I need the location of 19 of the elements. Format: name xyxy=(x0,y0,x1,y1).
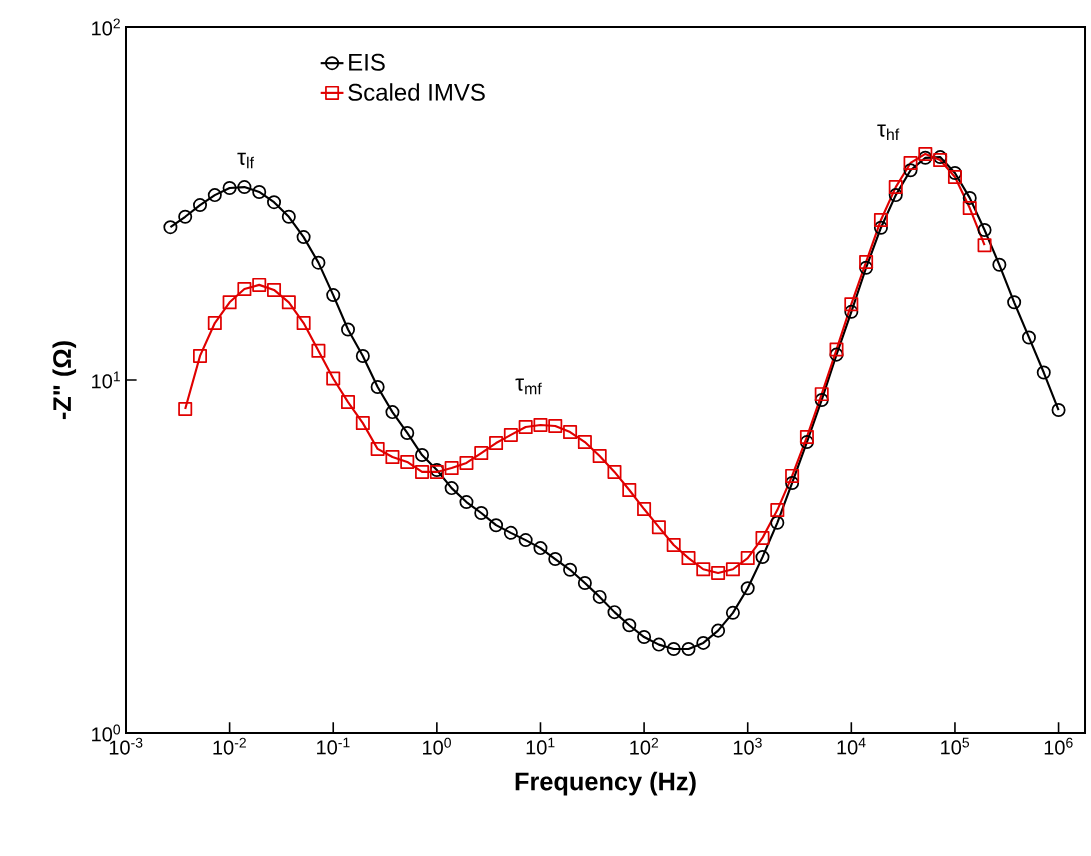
annotation: τ$_{mf}$ xyxy=(515,378,542,395)
annotation: τ$_{hf}$ xyxy=(877,124,900,140)
x-tick-label: 10$^{5}$ xyxy=(941,737,970,755)
legend-label: EIS xyxy=(349,53,385,71)
x-tick-label: 10$^{1}$ xyxy=(526,737,555,755)
x-tick-label: 10$^{3}$ xyxy=(733,737,762,755)
legend-label: Scaled IMVS xyxy=(348,83,485,101)
x-axis-title: Frequency (Hz) xyxy=(515,771,696,796)
y-tick-label: 10$^{2}$ xyxy=(92,18,120,36)
y-axis-title: -Z" (Ω) xyxy=(52,341,77,420)
annotation: τ$_{lf}$ xyxy=(237,152,255,169)
x-tick-label: 10$^{6}$ xyxy=(1044,737,1073,755)
x-tick-label: 10$^{4}$ xyxy=(837,737,866,755)
x-tick-label: 10$^{2}$ xyxy=(630,737,659,755)
x-tick-label: 10$^{-1}$ xyxy=(317,737,350,755)
x-tick-label: 10$^{0}$ xyxy=(423,737,451,755)
y-tick-label: 10$^{0}$ xyxy=(92,724,121,742)
x-tick-label: 10$^{-2}$ xyxy=(213,737,246,755)
y-tick-label: 10$^{1}$ xyxy=(92,371,120,389)
